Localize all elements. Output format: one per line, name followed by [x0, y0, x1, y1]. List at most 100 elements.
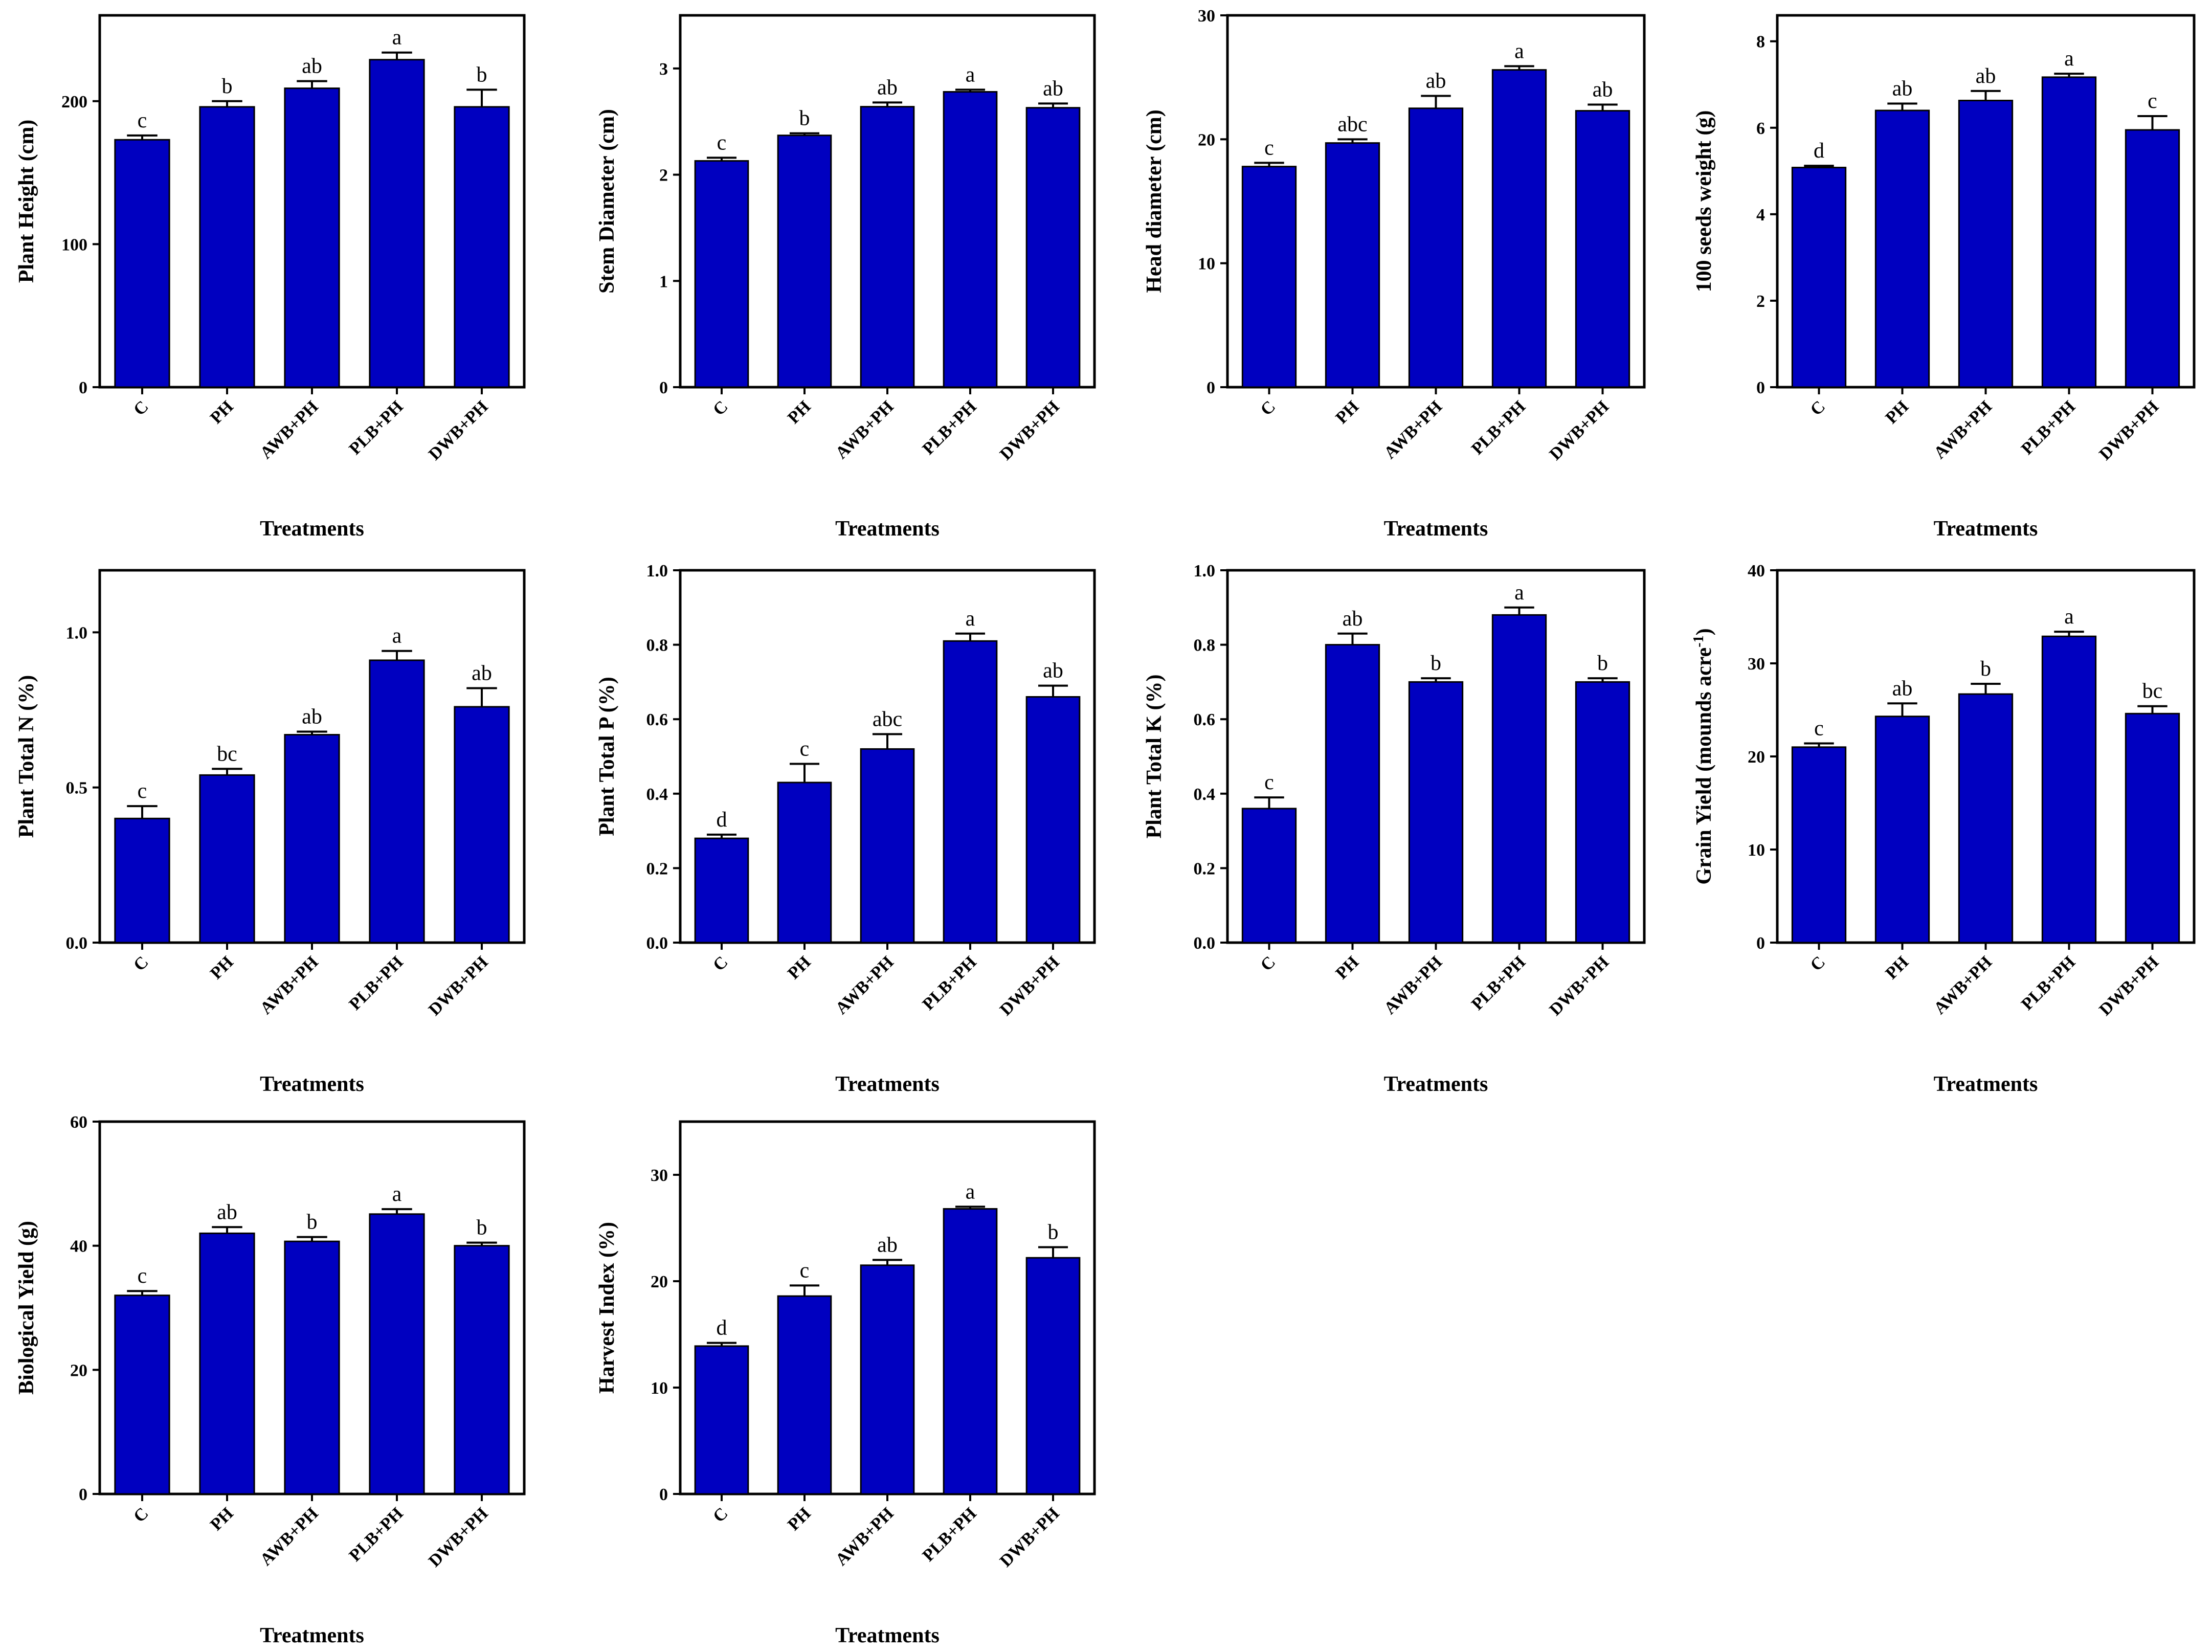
y-tick-label: 8	[1756, 33, 1765, 52]
x-axis-title: Treatments	[835, 1073, 940, 1096]
x-category-label: DWB+PH	[425, 952, 492, 1019]
x-category-label: PLB+PH	[1468, 952, 1529, 1014]
significance-letter: ab	[302, 55, 322, 78]
y-tick-label: 0	[1206, 378, 1215, 397]
y-axis-title: Harvest Index (%)	[595, 1222, 619, 1394]
significance-letter: b	[799, 107, 810, 130]
y-tick-label: 60	[70, 1113, 87, 1132]
x-category-label: DWB+PH	[425, 1504, 492, 1571]
y-tick-label: 40	[1748, 562, 1765, 581]
bar	[694, 1345, 749, 1495]
y-tick-label: 0	[1756, 934, 1765, 953]
y-axis-title-superscript: -1	[1691, 635, 1707, 647]
x-category-label: DWB+PH	[1546, 952, 1613, 1019]
significance-letter: c	[717, 131, 727, 154]
bar	[694, 160, 749, 388]
y-tick-label: 0.0	[1194, 934, 1216, 953]
significance-letter: ab	[1892, 77, 1913, 100]
significance-letter: ab	[302, 705, 322, 728]
significance-letter: c	[138, 779, 147, 803]
y-axis-title: Grain Yield (mounds acre-1)	[1691, 628, 1716, 884]
significance-letter: b	[307, 1211, 318, 1234]
bar	[114, 817, 170, 944]
y-tick-label: 0.0	[646, 934, 668, 953]
x-category-label: AWB+PH	[257, 397, 322, 462]
y-tick-label: 0.2	[646, 859, 668, 878]
y-tick-label: 0	[79, 378, 87, 397]
chart-panel-2: 0 1 2 3 Stem Diameter (cm) c Cb PH ab AWB+PH a PLB+…	[595, 14, 1096, 541]
bar	[1575, 681, 1630, 944]
y-tick-label: 20	[651, 1273, 668, 1291]
bar	[199, 106, 255, 388]
significance-letter: b	[222, 75, 233, 98]
y-tick-label: 1.0	[646, 562, 668, 581]
chart-panel-4: 0 2 4 6 8 100 seeds weight (g) d Cab PH ab AWB+PH a…	[1692, 14, 2196, 541]
x-category-label: PH	[1332, 952, 1363, 983]
x-category-label: C	[1257, 397, 1280, 419]
bar	[777, 782, 832, 944]
bar	[1025, 696, 1081, 944]
x-category-label: AWB+PH	[1930, 952, 1996, 1018]
y-tick-label: 0.2	[1194, 859, 1216, 878]
y-tick-label: 20	[1748, 748, 1765, 767]
bar	[1491, 614, 1547, 944]
y-tick-label: 1	[659, 272, 668, 291]
x-category-label: PLB+PH	[919, 397, 980, 458]
significance-letter: d	[717, 808, 727, 832]
significance-letter: a	[966, 607, 975, 631]
significance-letter: c	[1264, 136, 1274, 160]
x-category-label: DWB+PH	[996, 397, 1063, 464]
bar	[114, 139, 170, 388]
y-tick-label: 200	[61, 93, 87, 111]
x-category-label: C	[709, 397, 732, 419]
significance-letter: ab	[1343, 607, 1363, 631]
y-tick-label: 1.0	[66, 623, 88, 642]
x-category-label: AWB+PH	[1380, 952, 1446, 1018]
bar	[1874, 716, 1930, 944]
bar	[1408, 107, 1464, 388]
significance-letter: bc	[217, 742, 237, 766]
x-category-label: C	[1807, 952, 1829, 975]
bar	[777, 1295, 832, 1495]
y-tick-label: 6	[1756, 119, 1765, 138]
y-tick-label: 20	[70, 1361, 87, 1380]
significance-letter: c	[138, 1264, 147, 1288]
bar	[454, 106, 510, 388]
y-tick-label: 0	[79, 1485, 87, 1504]
bar	[1491, 69, 1547, 388]
x-category-label: DWB+PH	[996, 1504, 1063, 1571]
y-tick-label: 0.4	[1194, 785, 1216, 804]
x-category-label: C	[1807, 397, 1829, 419]
x-category-label: AWB+PH	[257, 952, 322, 1018]
x-category-label: PH	[1332, 397, 1363, 428]
x-axis-title: Treatments	[835, 517, 940, 541]
y-tick-label: 0.8	[646, 636, 668, 655]
y-tick-label: 10	[1748, 841, 1765, 860]
y-axis-title: Head diameter (cm)	[1143, 109, 1166, 293]
significance-letter: d	[1814, 139, 1824, 163]
x-category-label: DWB+PH	[2095, 397, 2162, 464]
bar	[284, 87, 340, 388]
x-category-label: PLB+PH	[346, 397, 407, 458]
significance-letter: ab	[1892, 677, 1913, 700]
bar	[2125, 129, 2180, 388]
bar	[943, 91, 998, 388]
significance-letter: c	[138, 109, 147, 132]
y-tick-label: 100	[61, 235, 87, 254]
x-category-label: PH	[784, 1504, 815, 1534]
y-tick-label: 40	[70, 1237, 87, 1256]
significance-letter: c	[2148, 90, 2157, 113]
x-category-label: AWB+PH	[832, 397, 898, 462]
significance-letter: b	[477, 1216, 487, 1240]
y-tick-label: 0.0	[66, 934, 88, 953]
significance-letter: bc	[2142, 680, 2163, 703]
significance-letter: abc	[873, 707, 902, 731]
significance-letter: a	[392, 1182, 402, 1206]
bar	[1241, 166, 1297, 388]
x-category-label: PH	[207, 1504, 237, 1534]
bar	[2041, 76, 2097, 388]
bar	[2125, 712, 2180, 944]
